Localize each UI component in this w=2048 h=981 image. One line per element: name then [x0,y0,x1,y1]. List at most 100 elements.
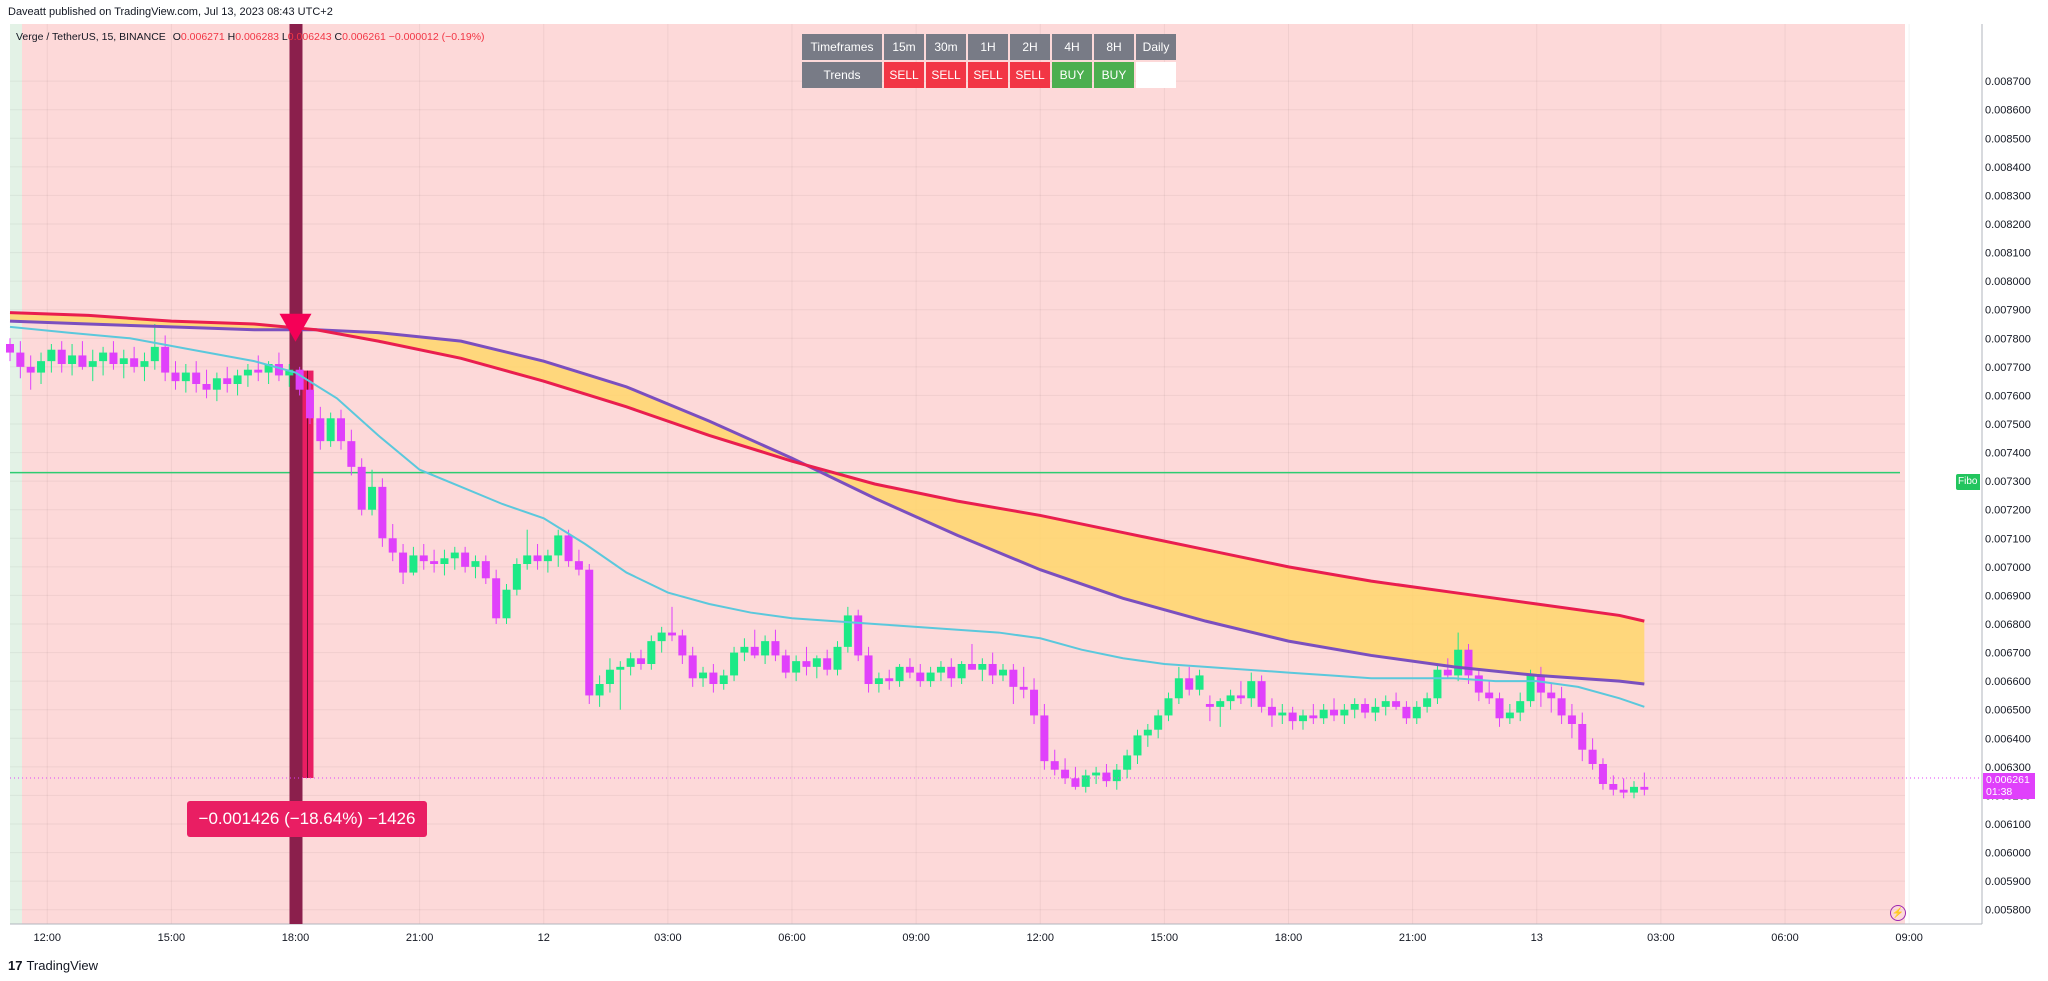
candle-body [440,558,449,564]
candle-body [1040,715,1049,762]
candle-body [802,661,811,667]
candle-body [430,561,439,564]
y-tick-label: 0.006600 [1985,676,2031,688]
candle-body [1536,675,1545,693]
trend-30m: SELL [926,62,966,88]
candle-body [357,466,366,510]
x-tick-label: 18:00 [282,932,310,944]
candle-body [150,346,159,362]
x-tick-label: 13 [1531,932,1543,944]
x-tick-label: 21:00 [406,932,434,944]
candle-body [978,664,987,670]
candle-body [1247,681,1256,699]
candle-body [1298,715,1307,722]
candle-body [1236,695,1245,699]
candle-body [192,372,201,384]
ohlc-values: O0.006271 H0.006283 L0.006243 C0.006261 … [173,31,485,43]
tradingview-logo[interactable]: 17 TradingView [8,958,98,973]
candle-body [1143,729,1152,736]
candle-body [316,418,325,442]
candle-body [37,361,46,373]
ema-slow-line [9,311,1645,623]
candle-body [730,652,739,676]
candle-body [1309,715,1318,719]
candle-body [523,555,532,564]
candle-body [771,641,780,656]
candle-body [1330,709,1339,716]
candle-body [140,361,149,367]
candle-body [1009,669,1018,687]
y-tick-label: 0.007500 [1985,419,2031,431]
open-value: 0.006271 [180,31,225,43]
candle-body [1567,715,1576,724]
candle-body [295,369,304,390]
candle-body [1071,778,1080,787]
candle-body [709,672,718,684]
candle-body [1154,715,1163,730]
candle-body [626,658,635,667]
trend-2h: SELL [1010,62,1050,88]
candle-body [1526,675,1535,702]
candle-body [740,646,749,653]
candle-body [1629,786,1638,793]
candle-body [636,658,645,664]
candle-body [719,675,728,684]
candle-body [1609,784,1618,790]
candle-body [554,535,563,556]
candle-body [699,672,708,679]
candle-body [1557,698,1566,716]
candle-body [926,672,935,682]
candle-body [1133,735,1142,756]
candle-body [274,364,283,376]
candle-body [88,361,97,367]
candle-body [761,641,770,656]
candle-body [388,538,397,553]
candle-body [1505,712,1514,719]
candle-body [1361,704,1370,713]
candle-body [843,615,852,647]
candle-body [305,389,314,419]
candle-body [1216,701,1225,707]
lightning-icon[interactable]: ⚡ [1890,905,1906,921]
high-value: 0.006283 [235,31,279,43]
candle-body [1278,712,1287,716]
candle-body [657,632,666,642]
candle-body [347,441,356,467]
candle-body [1102,772,1111,782]
candle-body [854,615,863,656]
candle-body [533,555,542,562]
candle-body [502,589,511,619]
trend-zone-background [10,24,1905,924]
y-tick-label: 0.007000 [1985,562,2031,574]
candle-body [1392,701,1401,707]
candle-body [26,366,35,373]
x-tick-label: 09:00 [902,932,930,944]
timeframes-header: Timeframes [802,34,882,60]
candle-body [668,632,677,636]
candle-body [1185,678,1194,690]
candle-body [1164,698,1173,716]
symbol-legend: Verge / TetherUS, 15, BINANCE O0.006271 … [16,31,485,43]
candle-body [1319,709,1328,719]
candle-body [461,552,470,567]
candle-body [1516,701,1525,713]
y-tick-label: 0.007900 [1985,305,2031,317]
tf-30m: 30m [926,34,966,60]
candle-body [605,669,614,684]
candle-body [957,664,966,679]
x-tick-label: 12 [538,932,550,944]
candle-body [885,678,894,682]
price-chart[interactable]: 0.0058000.0059000.0060000.0061000.006200… [0,0,2048,955]
price-range-measure-label[interactable]: −0.001426 (−18.64%) −1426 [187,801,427,837]
tf-8h: 8H [1094,34,1134,60]
y-tick-label: 0.007800 [1985,333,2031,345]
candle-body [864,655,873,684]
candle-body [792,661,801,673]
candle-body [1350,704,1359,710]
candle-body [1640,786,1649,790]
candle-body [1619,789,1628,793]
candle-body [781,655,790,673]
candle-body [68,355,77,364]
low-value: 0.006243 [287,31,332,43]
candle-body [967,664,976,670]
